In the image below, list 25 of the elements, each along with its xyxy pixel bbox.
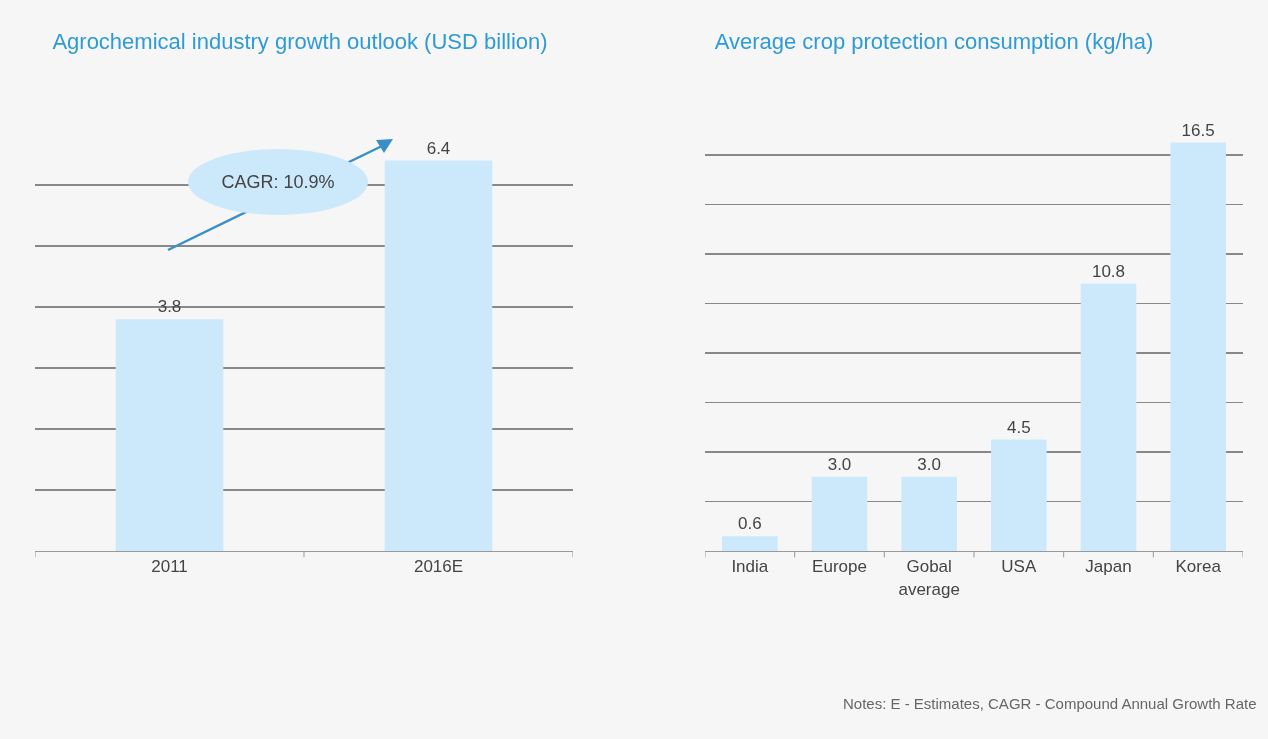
x-tick-label: Japan (1085, 557, 1132, 577)
bar (722, 536, 778, 551)
data-label: 4.5 (1007, 417, 1031, 437)
bar (1080, 283, 1137, 551)
bar (901, 476, 957, 551)
data-label: 10.8 (1091, 261, 1126, 281)
x-tick-label: Korea (1175, 557, 1222, 577)
x-tick-label: Europe (812, 557, 867, 577)
bar (811, 476, 868, 551)
annotation: CAGR: 10.9% (221, 172, 335, 192)
x-tick-label: 2016E (413, 557, 464, 577)
data-label: 3.0 (827, 454, 852, 474)
chart-title: Average crop protection consumption (kg/ha) (714, 28, 1154, 54)
data-label: 0.6 (738, 514, 762, 534)
text: Notes: E - Estimates, CAGR - Compound Annual Growth Rate (843, 695, 1257, 712)
data-label: 16.5 (1181, 120, 1215, 140)
chart-title: Agrochemical industry growth outlook (USD billion) (52, 28, 548, 54)
x-tick-label: India (731, 557, 769, 577)
data-label: 6.4 (426, 138, 451, 158)
x-tick-label: Gobal average (898, 557, 960, 599)
bar (991, 439, 1047, 551)
data-label: 3.0 (917, 454, 941, 474)
bar (1170, 142, 1226, 551)
x-tick-label: USA (1001, 557, 1037, 577)
x-tick-label: 2011 (151, 557, 188, 577)
